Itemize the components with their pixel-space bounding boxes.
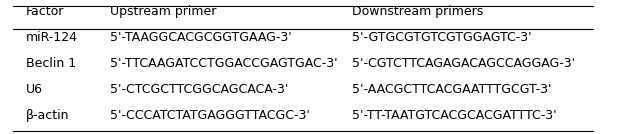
Text: 5'-TAAGGCACGCGGTGAAG-3': 5'-TAAGGCACGCGGTGAAG-3' [110,31,292,44]
Text: 5'-GTGCGTGTCGTGGAGTC-3': 5'-GTGCGTGTCGTGGAGTC-3' [352,31,531,44]
Text: 5'-AACGCTTCACGAATTTGCGT-3': 5'-AACGCTTCACGAATTTGCGT-3' [352,83,551,96]
Text: 5'-TT-TAATGTCACGCACGATTTC-3': 5'-TT-TAATGTCACGCACGATTTC-3' [352,109,557,122]
Text: 5'-TTCAAGATCCTGGACCGAGTGAC-3': 5'-TTCAAGATCCTGGACCGAGTGAC-3' [110,57,337,70]
Text: Beclin 1: Beclin 1 [26,57,76,70]
Text: Upstream primer: Upstream primer [110,5,217,18]
Text: 5'-CTCGCTTCGGCAGCACA-3': 5'-CTCGCTTCGGCAGCACA-3' [110,83,289,96]
Text: Factor: Factor [26,5,64,18]
Text: β-actin: β-actin [26,109,69,122]
Text: U6: U6 [26,83,43,96]
Text: miR-124: miR-124 [26,31,78,44]
Text: Downstream primers: Downstream primers [352,5,483,18]
Text: 5'-CGTCTTCAGAGACAGCCAGGAG-3': 5'-CGTCTTCAGAGACAGCCAGGAG-3' [352,57,575,70]
Text: 5'-CCCATCTATGAGGGTTACGC-3': 5'-CCCATCTATGAGGGTTACGC-3' [110,109,310,122]
